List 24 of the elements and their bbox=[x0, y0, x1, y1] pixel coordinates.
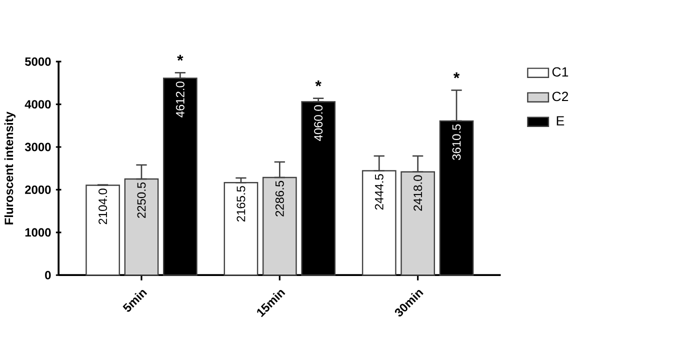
legend-label: C1 bbox=[552, 67, 568, 76]
data-label: 2104.0 bbox=[98, 188, 108, 224]
data-label: 4612.0 bbox=[176, 81, 184, 118]
legend-label: C2 bbox=[552, 92, 568, 102]
data-label: 2444.5 bbox=[374, 174, 384, 210]
data-label: 2286.5 bbox=[275, 180, 284, 216]
bar bbox=[86, 184, 120, 276]
data-label: 2165.5 bbox=[236, 186, 246, 222]
y-tick-label: 1000 bbox=[25, 228, 51, 237]
data-label: 3610.5 bbox=[452, 124, 461, 160]
y-tick-label: 2000 bbox=[25, 185, 51, 194]
text: * bbox=[177, 54, 184, 61]
annotation: * bbox=[453, 72, 460, 78]
annotation: * bbox=[315, 80, 322, 86]
y-tick-label: 0 bbox=[45, 270, 51, 280]
data-label: 2250.5 bbox=[137, 182, 146, 218]
y-tick-label: 4000 bbox=[24, 100, 51, 108]
y-axis-title: Fluroscent intensity bbox=[4, 112, 16, 224]
y-tick-label: 3000 bbox=[24, 142, 51, 152]
bar bbox=[224, 182, 258, 276]
y-tick-label: 5000 bbox=[25, 57, 51, 66]
legend-label: E bbox=[556, 116, 564, 126]
data-label: 2418.0 bbox=[414, 175, 422, 211]
data-label: 4060.0 bbox=[314, 105, 323, 141]
